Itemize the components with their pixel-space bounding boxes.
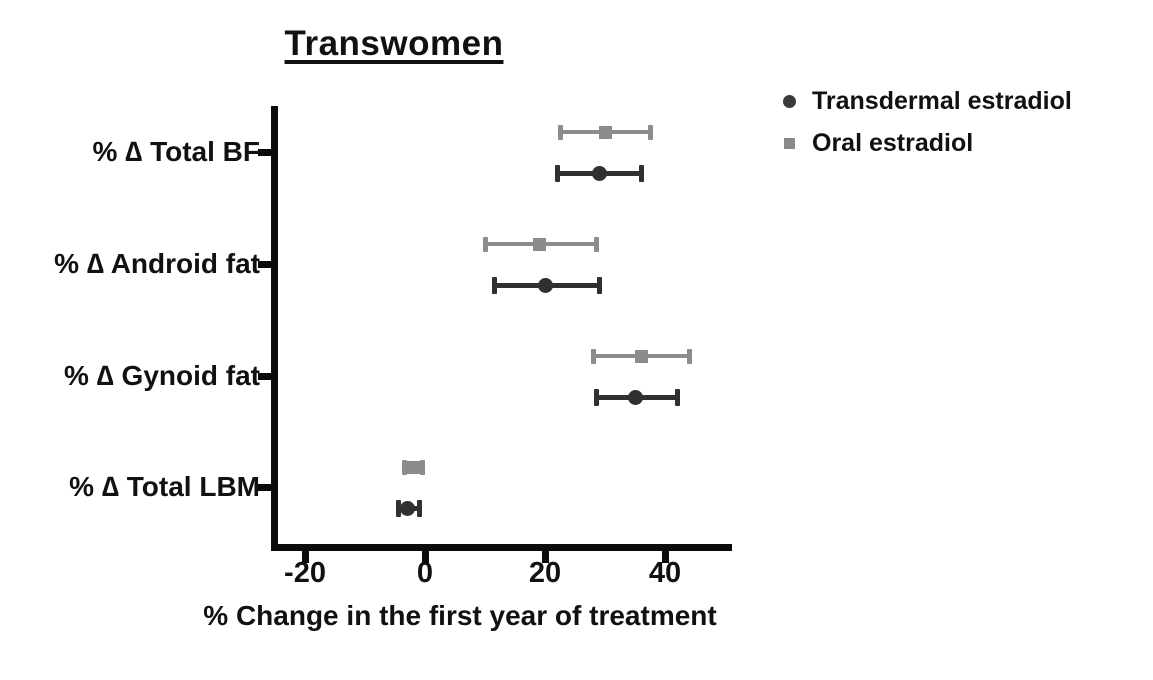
error-cap-square-0-0 [557, 124, 563, 140]
chart-title: Transwomen [284, 24, 504, 63]
circle-icon [782, 95, 796, 108]
legend-item-transdermal: Transdermal estradiol [781, 86, 1072, 117]
error-cap-square-1-1 [593, 236, 599, 252]
legend-item-oral: Oral estradiol [781, 128, 1072, 159]
error-cap-circle-2-1 [674, 388, 680, 406]
error-cap-square-2-1 [686, 348, 692, 364]
legend: Transdermal estradiol Oral estradiol [781, 86, 1072, 170]
x-axis-tick-1 [422, 551, 429, 563]
error-cap-square-1-0 [482, 236, 488, 252]
legend-label: Oral estradiol [812, 129, 974, 157]
circle-marker-0 [591, 165, 607, 181]
error-cap-circle-0-0 [554, 164, 560, 182]
error-cap-circle-2-0 [593, 388, 599, 406]
error-cap-circle-0-1 [638, 164, 644, 182]
x-axis-tick-3 [662, 551, 669, 563]
y-axis-label-android-fat: % ∆ Android fat [54, 248, 260, 279]
y-axis-tick-2 [258, 373, 272, 380]
circle-marker-1 [537, 277, 553, 293]
error-cap-circle-3-1 [416, 499, 422, 517]
square-marker-2 [634, 349, 648, 363]
y-axis-tick-3 [258, 484, 272, 491]
square-marker-0 [598, 125, 612, 139]
error-cap-circle-1-1 [596, 276, 602, 294]
y-axis-tick-0 [258, 149, 272, 156]
x-axis-tick-0 [302, 551, 309, 563]
x-tick-label-0: 0 [416, 557, 434, 589]
square-icon [783, 138, 795, 149]
error-cap-square-2-0 [590, 348, 596, 364]
circle-marker-3 [399, 500, 415, 516]
error-cap-square-3-1 [419, 459, 425, 475]
y-axis-tick-1 [258, 261, 272, 268]
square-marker-3 [406, 460, 420, 474]
y-axis-label-gynoid-fat: % ∆ Gynoid fat [63, 360, 260, 391]
x-axis-title: % Change in the first year of treatment [203, 600, 717, 631]
x-axis-line [271, 544, 732, 551]
error-cap-square-0-1 [647, 124, 653, 140]
error-cap-square-3-0 [401, 459, 407, 475]
legend-label: Transdermal estradiol [812, 87, 1072, 115]
square-marker-1 [532, 237, 546, 251]
x-axis-tick-2 [542, 551, 549, 563]
y-axis-label-total-lbm: % ∆ Total LBM [69, 471, 260, 502]
circle-marker-2 [627, 389, 643, 405]
error-cap-circle-1-0 [491, 276, 497, 294]
y-axis-line [271, 106, 278, 551]
error-cap-circle-3-0 [395, 499, 401, 517]
y-axis-label-total-bf: % ∆ Total BF [92, 136, 261, 167]
